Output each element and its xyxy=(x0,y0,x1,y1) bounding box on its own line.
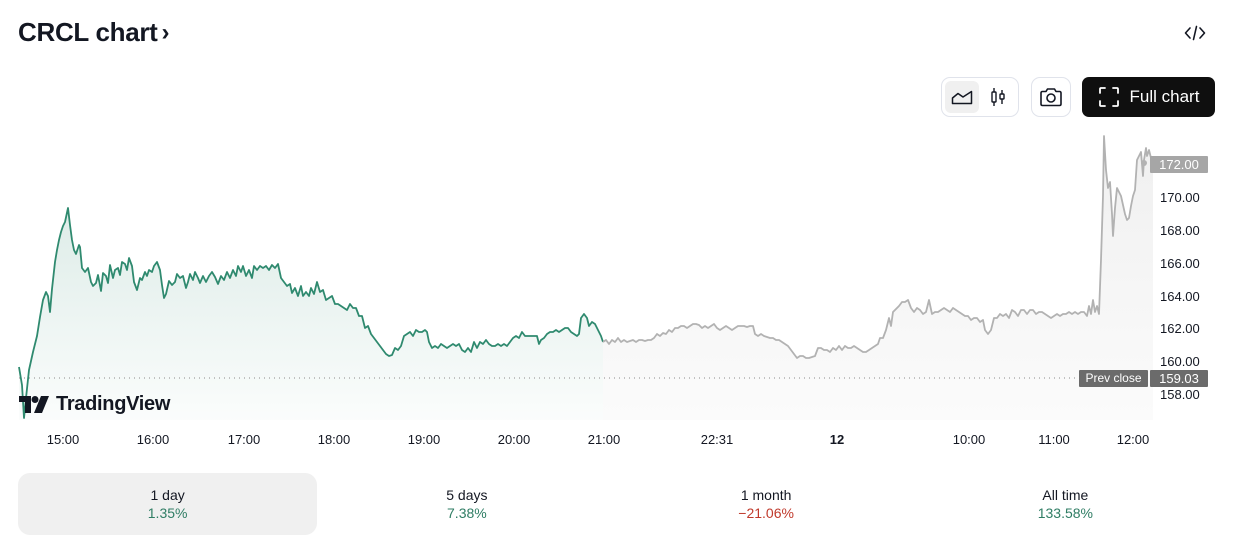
range-label: 1 day xyxy=(150,487,185,503)
x-tick: 11:00 xyxy=(1038,432,1070,447)
range-change: −21.06% xyxy=(738,505,794,521)
range-all-time[interactable]: All time 133.58% xyxy=(916,473,1215,535)
range-5-days[interactable]: 5 days 7.38% xyxy=(317,473,616,535)
area-chart-button[interactable] xyxy=(945,81,979,113)
current-price-tag: 172.00 xyxy=(1150,156,1208,173)
candlestick-chart-button[interactable] xyxy=(981,81,1015,113)
range-change: 7.38% xyxy=(447,505,487,521)
chart-canvas xyxy=(18,135,1154,420)
y-tick: 170.00 xyxy=(1160,190,1200,205)
x-tick: 15:00 xyxy=(46,432,80,447)
tradingview-logo[interactable]: TradingView xyxy=(19,393,170,416)
page-title: CRCL chart xyxy=(18,17,158,47)
y-tick: 164.00 xyxy=(1160,289,1200,304)
chevron-right-icon: › xyxy=(161,18,170,46)
x-tick: 18:00 xyxy=(317,432,351,447)
chart-title-link[interactable]: CRCL chart › xyxy=(18,17,170,48)
tradingview-logo-icon xyxy=(19,396,49,413)
chart-toolbar xyxy=(941,77,1071,117)
range-1-month[interactable]: 1 month −21.06% xyxy=(617,473,916,535)
range-label: 5 days xyxy=(446,487,488,503)
x-tick: 21:00 xyxy=(587,432,621,447)
code-icon xyxy=(1184,25,1206,41)
embed-code-button[interactable] xyxy=(1180,20,1210,46)
x-tick: 16:00 xyxy=(136,432,170,447)
snapshot-button[interactable] xyxy=(1031,77,1071,117)
y-tick: 158.00 xyxy=(1160,387,1200,402)
range-label: All time xyxy=(1042,487,1089,503)
range-1-day[interactable]: 1 day 1.35% xyxy=(18,473,318,535)
prev-close-value: 159.03 xyxy=(1150,370,1208,387)
x-tick: 10:00 xyxy=(952,432,986,447)
last-price-dot xyxy=(1141,160,1147,166)
chart-type-toggle xyxy=(941,77,1019,117)
area-chart-icon xyxy=(951,90,973,105)
camera-icon xyxy=(1040,88,1062,107)
session-line xyxy=(18,207,604,419)
x-tick: 12:00 xyxy=(1116,432,1150,447)
extended-area xyxy=(603,136,1153,420)
y-tick: 162.00 xyxy=(1160,321,1200,336)
y-tick: 160.00 xyxy=(1160,354,1200,369)
price-chart[interactable]: 172.00 170.00 168.00 166.00 164.00 162.0… xyxy=(0,125,1235,455)
session-area xyxy=(19,208,603,420)
range-selector: 1 day 1.35% 5 days 7.38% 1 month −21.06%… xyxy=(18,473,1215,535)
range-change: 133.58% xyxy=(1037,505,1094,521)
range-label: 1 month xyxy=(740,487,792,503)
full-chart-button[interactable]: Full chart xyxy=(1082,77,1215,117)
tradingview-logo-text: TradingView xyxy=(56,393,171,415)
range-change: 1.35% xyxy=(147,505,188,521)
x-tick: 19:00 xyxy=(407,432,441,447)
fullscreen-icon xyxy=(1098,87,1119,107)
full-chart-label: Full chart xyxy=(1129,87,1200,106)
x-tick: 20:00 xyxy=(497,432,531,447)
candlestick-icon xyxy=(991,88,1005,106)
x-tick: 17:00 xyxy=(227,432,261,447)
extended-line xyxy=(602,135,1154,359)
y-tick: 168.00 xyxy=(1160,223,1200,238)
y-tick: 166.00 xyxy=(1160,256,1200,271)
prev-close-label: Prev close xyxy=(1079,370,1148,387)
x-tick-date: 12 xyxy=(829,432,845,447)
x-tick: 22:31 xyxy=(700,432,734,447)
